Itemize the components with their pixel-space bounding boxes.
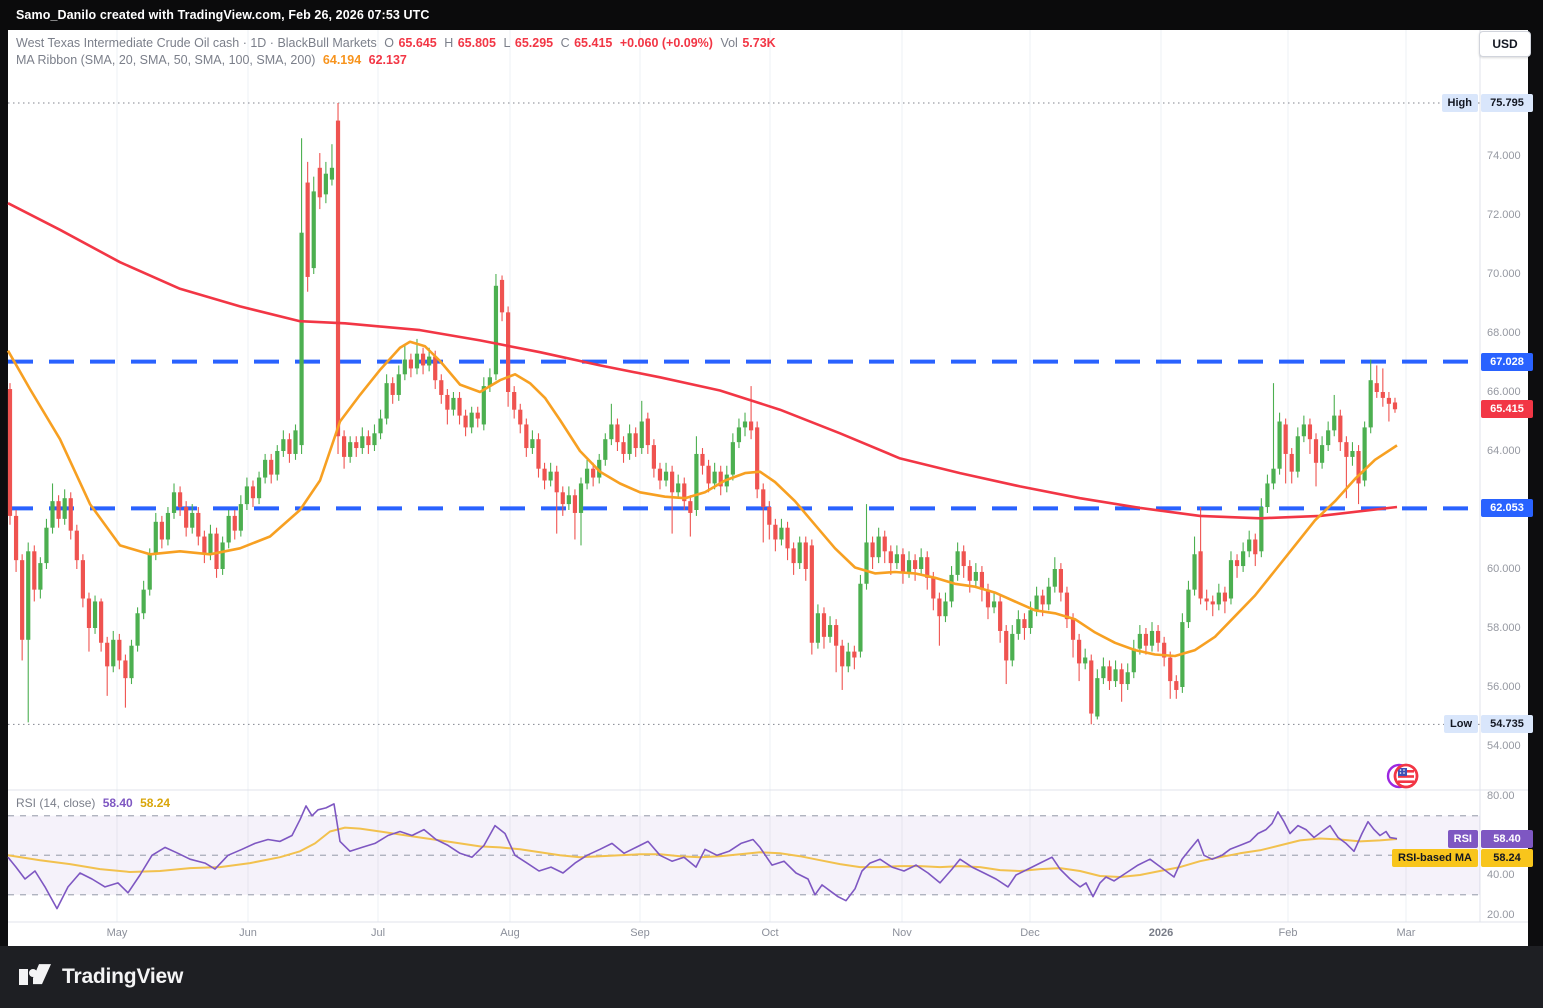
tradingview-logo[interactable]: TradingView <box>18 962 183 992</box>
tradingview-wordmark: TradingView <box>62 965 184 988</box>
attribution-bar: Samo_Danilo created with TradingView.com… <box>0 0 1543 30</box>
chart-panel-background <box>8 30 1528 946</box>
footer-bar <box>0 946 1543 1008</box>
tradingview-logo-icon <box>19 964 51 985</box>
attribution-text: Samo_Danilo created with TradingView.com… <box>16 8 430 22</box>
